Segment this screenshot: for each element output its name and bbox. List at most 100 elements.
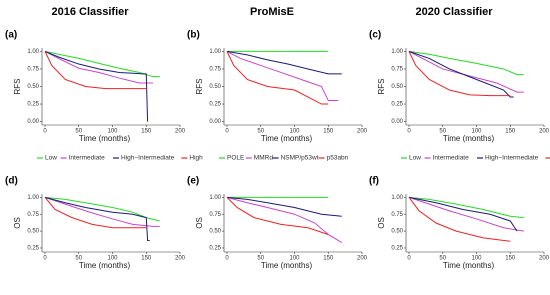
y-axis-label: RFS [13, 79, 22, 95]
x-tick-label: 0 [43, 256, 47, 262]
survival-curve [44, 50, 149, 122]
y-tick-label: 0.00 [391, 119, 403, 125]
y-tick-label: 0.50 [391, 84, 403, 90]
legend-label: High−Intermediate [121, 155, 175, 162]
survival-curve [44, 196, 160, 222]
column-title: 2016 Classifier [51, 6, 129, 18]
x-axis-label: Time (months) [79, 261, 131, 270]
survival-curve [226, 50, 342, 75]
x-axis-label: Time (months) [443, 134, 495, 143]
column-title: ProMisE [250, 6, 294, 18]
x-tick-label: 200 [539, 256, 550, 262]
x-tick-label: 100 [107, 256, 118, 262]
y-tick-label: 0.75 [209, 212, 221, 218]
y-axis-label: RFS [195, 79, 204, 95]
y-tick-label: 0.75 [209, 67, 221, 73]
x-tick-label: 150 [505, 129, 516, 135]
y-tick-label: 0.50 [209, 229, 221, 235]
survival-curve [408, 51, 511, 97]
y-tick-label: 0.75 [27, 212, 39, 218]
survival-curve [44, 197, 147, 229]
y-tick-label: 0.00 [209, 119, 221, 125]
survival-curve [44, 196, 160, 227]
x-tick-label: 0 [43, 129, 47, 135]
y-tick-label: 0.00 [27, 119, 39, 125]
x-tick-label: 0 [225, 129, 229, 135]
x-tick-label: 0 [225, 256, 229, 262]
y-tick-label: 0.50 [27, 229, 39, 235]
survival-curve [226, 196, 329, 235]
column-title: 2020 Classifier [415, 6, 493, 18]
x-tick-label: 50 [439, 256, 446, 262]
x-tick-label: 150 [141, 129, 152, 135]
y-tick-label: 0.25 [27, 246, 39, 252]
y-tick-label: 0.75 [27, 67, 39, 73]
y-tick-label: 1.00 [27, 195, 39, 201]
legend-label: High [189, 155, 203, 162]
y-tick-label: 0.25 [391, 102, 403, 108]
panel-label: (d) [5, 176, 18, 187]
x-tick-label: 150 [141, 256, 152, 262]
survival-curve [408, 50, 524, 76]
survival-curve [226, 196, 343, 244]
x-axis-label: Time (months) [443, 261, 495, 270]
y-axis-label: OS [377, 217, 386, 229]
y-axis-label: OS [13, 217, 22, 229]
y-tick-label: 0.75 [391, 67, 403, 73]
x-tick-label: 150 [323, 129, 334, 135]
panel-label: (a) [5, 30, 17, 41]
x-tick-label: 200 [357, 129, 368, 135]
survival-curve [44, 196, 150, 242]
y-tick-label: 1.00 [209, 195, 221, 201]
y-tick-label: 0.25 [27, 102, 39, 108]
y-tick-label: 0.50 [27, 84, 39, 90]
x-axis-label: Time (months) [79, 134, 131, 143]
y-tick-label: 1.00 [391, 195, 403, 201]
survival-curve [408, 50, 524, 93]
x-tick-label: 200 [175, 129, 186, 135]
x-tick-label: 50 [75, 129, 82, 135]
y-tick-label: 0.25 [209, 246, 221, 252]
x-axis-label: Time (months) [261, 134, 313, 143]
x-tick-label: 150 [505, 256, 516, 262]
x-tick-label: 50 [75, 256, 82, 262]
survival-curve [408, 197, 511, 242]
x-tick-label: 50 [439, 129, 446, 135]
legend-label: NSMP/p53wt [281, 155, 319, 162]
x-tick-label: 150 [323, 256, 334, 262]
legend-label: Low [45, 155, 57, 162]
x-tick-label: 50 [257, 256, 264, 262]
x-tick-label: 100 [107, 129, 118, 135]
x-tick-label: 100 [289, 129, 300, 135]
y-axis-label: OS [195, 217, 204, 229]
x-tick-label: 200 [357, 256, 368, 262]
x-tick-label: 0 [407, 129, 411, 135]
legend-label: Intermediate [69, 155, 106, 162]
panel-label: (f) [369, 176, 379, 187]
y-tick-label: 0.75 [391, 212, 403, 218]
legend-label: p53abn [327, 155, 349, 162]
survival-curve [44, 50, 153, 84]
y-tick-label: 1.00 [209, 49, 221, 55]
x-tick-label: 50 [257, 129, 264, 135]
survival-curve [226, 50, 339, 102]
survival-curve [408, 196, 524, 219]
survival-curve [408, 196, 524, 232]
x-tick-label: 100 [471, 129, 482, 135]
survival-curve [408, 50, 514, 98]
x-tick-label: 200 [175, 256, 186, 262]
y-tick-label: 1.00 [27, 49, 39, 55]
survival-curve [226, 51, 329, 105]
survival-curve [44, 50, 160, 78]
x-tick-label: 100 [471, 256, 482, 262]
y-tick-label: 0.25 [209, 102, 221, 108]
y-tick-label: 0.50 [391, 229, 403, 235]
panel-label: (e) [187, 176, 199, 187]
legend-label: Low [409, 155, 421, 162]
y-axis-label: RFS [377, 79, 386, 95]
legend-label: High−Intermediate [485, 155, 539, 162]
x-tick-label: 200 [539, 129, 550, 135]
survival-curve [226, 196, 342, 217]
panel-label: (c) [369, 30, 381, 41]
